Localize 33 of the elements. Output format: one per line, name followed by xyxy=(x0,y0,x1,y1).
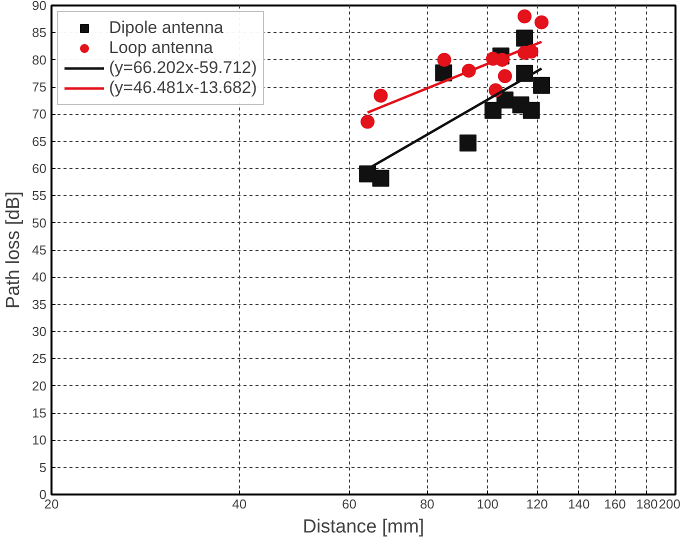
y-tick-label: 40 xyxy=(32,270,47,285)
y-tick-label: 80 xyxy=(32,52,47,68)
y-tick-label: 75 xyxy=(32,80,47,94)
y-tick-label: 55 xyxy=(32,188,47,204)
x-tick-label: 60 xyxy=(342,496,356,512)
y-tick-label: 25 xyxy=(32,351,47,366)
x-tick-label: 140 xyxy=(568,496,590,512)
y-tick-label: 70 xyxy=(32,106,47,122)
x-tick-label: 180 xyxy=(636,496,658,512)
y-tick-label: 35 xyxy=(32,296,47,312)
y-tick-label: 5 xyxy=(39,460,47,475)
y-tick-label: 20 xyxy=(32,378,47,394)
x-tick-label: 160 xyxy=(604,496,626,512)
x-tick-label: 200 xyxy=(658,496,681,512)
x-tick-label: 80 xyxy=(420,496,434,512)
legend-label: (y=66.202x-59.712) xyxy=(109,58,257,78)
legend-label: Loop antenna xyxy=(109,38,213,58)
y-axis-title: Path loss [dB] xyxy=(3,191,24,309)
x-axis-title: Distance [mm] xyxy=(302,516,424,538)
y-tick-label: 65 xyxy=(32,134,47,149)
x-tick-label: 40 xyxy=(232,496,247,512)
x-tick-label: 100 xyxy=(476,496,499,512)
legend-label: Dipole antenna xyxy=(109,18,224,38)
y-tick-label: 30 xyxy=(32,324,47,339)
y-tick-label: 45 xyxy=(32,242,47,258)
y-tick-label: 60 xyxy=(32,161,47,176)
legend-label: (y=46.481x-13.682) xyxy=(109,78,257,98)
y-tick-label: 90 xyxy=(32,0,47,13)
y-tick-label: 50 xyxy=(32,215,47,230)
y-tick-label: 10 xyxy=(32,432,47,448)
x-tick-label: 120 xyxy=(526,496,548,512)
y-tick-label: 15 xyxy=(32,406,47,420)
y-tick-label: 85 xyxy=(32,25,47,40)
